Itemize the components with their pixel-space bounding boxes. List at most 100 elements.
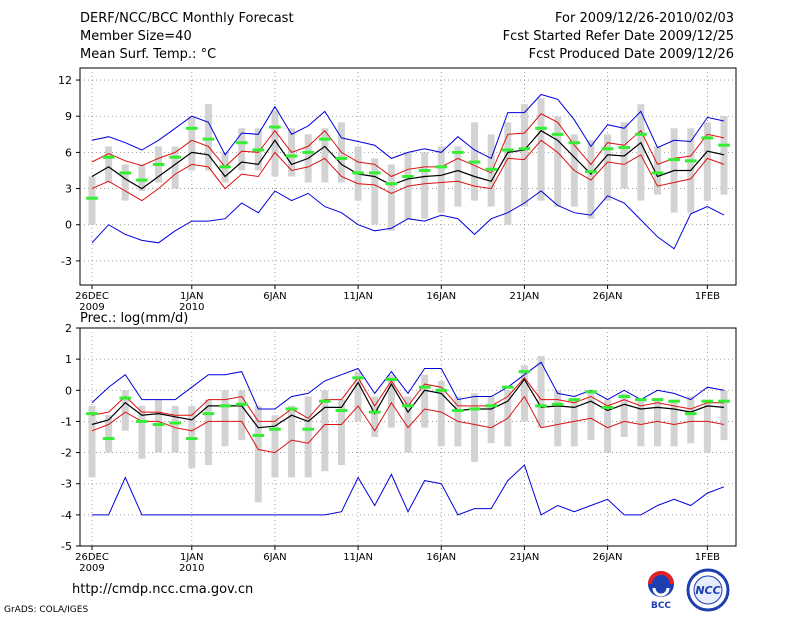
- median-mark: [418, 385, 431, 389]
- ensemble-box: [171, 146, 179, 189]
- ensemble-box: [637, 104, 645, 201]
- ensemble-box: [720, 116, 728, 195]
- ensemble-box: [221, 390, 229, 447]
- ensemble-box: [653, 146, 661, 195]
- ensemble-box: [703, 122, 711, 201]
- median-mark: [219, 165, 231, 169]
- median-mark: [152, 162, 165, 166]
- median-mark: [136, 178, 148, 182]
- ensemble-box: [587, 390, 595, 441]
- y-tick-label: 2: [65, 322, 72, 335]
- website-link[interactable]: http://cmdp.ncc.cma.gov.cn: [72, 582, 254, 597]
- median-mark: [252, 148, 265, 152]
- ensemble-box: [487, 396, 495, 444]
- chart-title: DERF/NCC/BCC Monthly Forecast: [80, 11, 294, 26]
- median-mark: [102, 155, 115, 159]
- y-tick-label: 1: [65, 353, 72, 366]
- median-mark: [618, 395, 631, 399]
- median-mark: [235, 402, 248, 406]
- median-mark: [618, 146, 631, 150]
- median-mark: [319, 137, 331, 141]
- median-mark: [535, 404, 547, 408]
- ensemble-box: [471, 393, 479, 462]
- median-mark: [119, 171, 132, 175]
- median-mark: [718, 399, 730, 403]
- median-mark: [269, 125, 281, 129]
- ensemble-box: [188, 405, 196, 469]
- median-mark: [385, 182, 398, 186]
- median-mark: [252, 433, 265, 437]
- ensemble-box: [371, 158, 379, 225]
- ensemble-box: [537, 98, 545, 201]
- forecast-period: For 2009/12/26-2010/02/03: [555, 11, 734, 26]
- median-mark: [501, 148, 514, 152]
- plot-frame: [79, 327, 737, 547]
- y-tick-label: 12: [58, 74, 72, 87]
- ensemble-box: [271, 110, 279, 177]
- x-tick-label: 26DEC: [75, 552, 109, 563]
- y-tick-label: 0: [65, 384, 72, 397]
- median-mark: [169, 421, 181, 425]
- median-mark: [701, 136, 714, 140]
- ncc-logo-text: NCC: [695, 584, 720, 597]
- median-mark: [651, 398, 664, 402]
- y-tick-label: 3: [65, 183, 72, 196]
- x-tick-label: 16JAN: [426, 552, 456, 563]
- ensemble-box: [188, 116, 196, 171]
- min-line: [91, 190, 725, 250]
- ensemble-box: [604, 134, 612, 201]
- median-mark: [319, 399, 331, 403]
- median-mark: [452, 150, 464, 154]
- x-tick-year: 2010: [179, 563, 204, 574]
- ensemble-box: [570, 399, 578, 447]
- median-mark: [501, 385, 514, 389]
- ensemble-box: [238, 390, 246, 441]
- ensemble-box: [138, 405, 146, 459]
- median-mark: [635, 132, 647, 136]
- median-mark: [235, 141, 248, 145]
- ensemble-mean-line: [91, 378, 725, 429]
- ensemble-box: [687, 396, 695, 444]
- ensemble-box: [437, 380, 445, 447]
- median-mark: [518, 147, 531, 151]
- median-mark: [285, 154, 298, 158]
- x-tick-label: 6JAN: [263, 552, 286, 563]
- median-mark: [718, 143, 730, 147]
- median-mark: [568, 141, 581, 145]
- median-mark: [202, 412, 215, 416]
- x-tick-year: 2009: [79, 563, 104, 574]
- median-mark: [185, 437, 198, 441]
- median-mark: [601, 405, 614, 409]
- ensemble-box: [421, 374, 429, 428]
- ensemble-box: [387, 374, 395, 428]
- y-tick-label: -3: [61, 478, 72, 491]
- x-tick-year: 2009: [79, 302, 104, 313]
- ensemble-box: [437, 146, 445, 213]
- ensemble-box: [653, 399, 661, 447]
- y-tick-label: 9: [65, 110, 72, 123]
- started-date: Fcst Started Refer Date 2009/12/25: [502, 29, 734, 44]
- x-tick-label: 21JAN: [510, 291, 540, 302]
- median-mark: [568, 398, 581, 402]
- ensemble-box: [554, 116, 562, 207]
- x-tick-label: 16JAN: [426, 291, 456, 302]
- max-line: [91, 93, 725, 160]
- median-mark: [119, 396, 132, 400]
- x-tick-label: 6JAN: [263, 291, 286, 302]
- median-mark: [152, 423, 165, 427]
- ensemble-box: [304, 396, 312, 478]
- ensemble-box: [121, 390, 129, 431]
- median-mark: [352, 171, 364, 175]
- ensemble-box: [204, 104, 212, 171]
- median-mark: [86, 412, 98, 416]
- ensemble-box: [620, 393, 628, 437]
- median-mark: [585, 390, 597, 394]
- y-tick-label: -2: [61, 447, 72, 460]
- median-mark: [368, 410, 381, 414]
- ensemble-box: [254, 405, 262, 503]
- ensemble-box: [121, 164, 129, 201]
- median-mark: [368, 171, 381, 175]
- x-tick-label: 21JAN: [510, 552, 540, 563]
